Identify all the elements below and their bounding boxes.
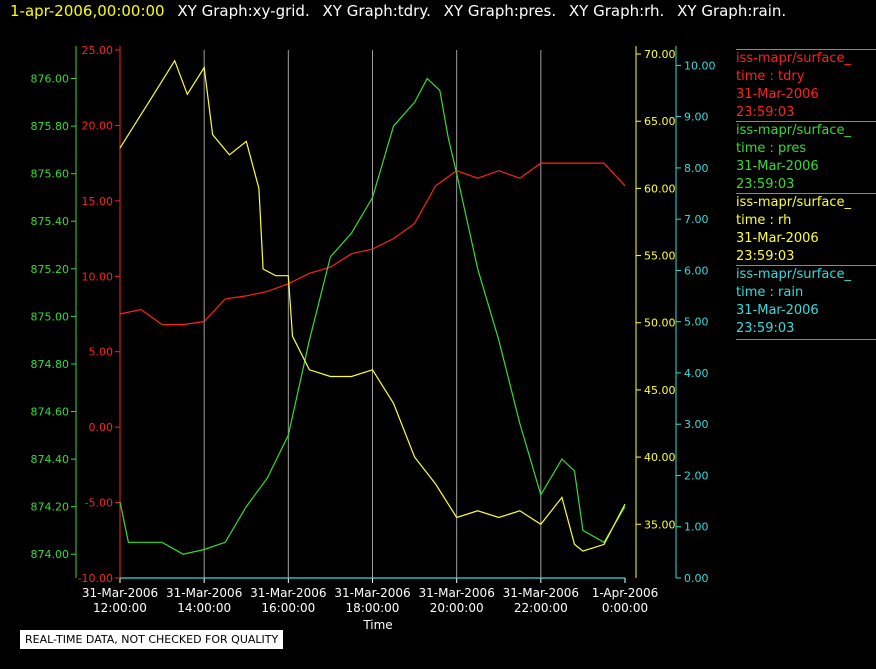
header-graph-tdry: XY Graph:tdry. (322, 2, 431, 20)
rain-tick-label: 1.00 (684, 521, 709, 534)
x-tick-label-time: 14:00:00 (177, 601, 231, 615)
rh-tick-label: 55.00 (644, 250, 676, 263)
pres-tick-label: 874.20 (31, 501, 70, 514)
legend-variable: time : pres (736, 141, 807, 156)
legend-separator (736, 49, 876, 50)
legend-pres: iss-mapr/surface_ time : pres 31-Mar-200… (736, 121, 876, 194)
tdry-tick-label: 15.00 (82, 195, 114, 208)
rain-tick-label: 7.00 (684, 213, 709, 226)
rain-tick-label: 3.00 (684, 418, 709, 431)
legend-date: 31-Mar-2006 (736, 303, 819, 318)
x-tick-label-time: 22:00:00 (514, 601, 568, 615)
legend-separator (736, 193, 876, 194)
legend-series-name: iss-mapr/surface_ (736, 195, 852, 210)
header-graph-xy-grid: XY Graph:xy-grid. (177, 2, 310, 20)
pres-series-line (119, 77, 626, 555)
legend-time: 23:59:03 (736, 321, 795, 336)
x-tick-label-time: 0:00:00 (602, 601, 648, 615)
rain-tick-label: 5.00 (684, 316, 709, 329)
rain-tick-label: 9.00 (684, 111, 709, 124)
x-tick-label-time: 16:00:00 (261, 601, 315, 615)
pres-tick-label: 874.60 (31, 406, 70, 419)
rain-tick-label: 10.00 (684, 59, 716, 72)
chart-header: 1-apr-2006,00:00:00 XY Graph:xy-grid. XY… (10, 2, 786, 20)
pres-tick-label: 874.00 (31, 548, 70, 561)
pres-tick-label: 875.00 (31, 310, 70, 323)
legend-variable: time : tdry (736, 69, 805, 84)
pres-tick-label: 875.40 (31, 215, 70, 228)
header-graph-rain: XY Graph:rain. (677, 2, 787, 20)
legend-rh: iss-mapr/surface_ time : rh 31-Mar-2006 … (736, 193, 876, 266)
legend-time: 23:59:03 (736, 105, 795, 120)
header-graph-pres: XY Graph:pres. (443, 2, 557, 20)
rain-tick-label: 4.00 (684, 367, 709, 380)
tdry-tick-label: -10.00 (78, 572, 113, 585)
x-tick-label-date: 1-Apr-2006 (592, 586, 659, 600)
x-tick-label-date: 31-Mar-2006 (166, 586, 242, 600)
rh-tick-label: 35.00 (644, 518, 676, 531)
rain-tick-label: 0.00 (684, 572, 709, 585)
rain-tick-label: 2.00 (684, 469, 709, 482)
pres-tick-label: 876.00 (31, 73, 70, 86)
tdry-tick-label: 0.00 (89, 421, 114, 434)
x-tick-label-time: 18:00:00 (346, 601, 400, 615)
pres-tick-label: 874.80 (31, 358, 70, 371)
header-graph-rh: XY Graph:rh. (568, 2, 665, 20)
rh-tick-label: 45.00 (644, 384, 676, 397)
legend-tdry: iss-mapr/surface_ time : tdry 31-Mar-200… (736, 49, 876, 122)
legend-series-name: iss-mapr/surface_ (736, 51, 852, 66)
rh-tick-label: 50.00 (644, 317, 676, 330)
rh-tick-label: 40.00 (644, 451, 676, 464)
quality-note: REAL-TIME DATA, NOT CHECKED FOR QUALITY (20, 630, 284, 649)
legend-rain: iss-mapr/surface_ time : rain 31-Mar-200… (736, 265, 876, 340)
x-axis-label: Time (362, 618, 392, 632)
legend-series-name: iss-mapr/surface_ (736, 123, 852, 138)
legend-separator (736, 265, 876, 266)
rh-tick-label: 65.00 (644, 115, 676, 128)
x-tick-label-date: 31-Mar-2006 (503, 586, 579, 600)
rh-tick-label: 60.00 (644, 182, 676, 195)
legend-date: 31-Mar-2006 (736, 87, 819, 102)
legend-time: 23:59:03 (736, 177, 795, 192)
rh-series-line (119, 59, 626, 552)
tdry-series-line (119, 162, 626, 326)
rain-tick-label: 6.00 (684, 264, 709, 277)
pres-tick-label: 875.80 (31, 120, 70, 133)
tdry-tick-label: 10.00 (82, 270, 114, 283)
x-tick-label-time: 12:00:00 (93, 601, 147, 615)
pres-tick-label: 875.20 (31, 263, 70, 276)
legend-separator (736, 121, 876, 122)
tdry-tick-label: -5.00 (85, 497, 113, 510)
x-tick-label-time: 20:00:00 (430, 601, 484, 615)
x-tick-label-date: 31-Mar-2006 (418, 586, 494, 600)
x-tick-label-date: 31-Mar-2006 (334, 586, 410, 600)
header-timestamp: 1-apr-2006,00:00:00 (10, 2, 165, 20)
rh-tick-label: 70.00 (644, 48, 676, 61)
tdry-tick-label: 20.00 (82, 119, 114, 132)
tdry-tick-label: 5.00 (89, 346, 114, 359)
legend-date: 31-Mar-2006 (736, 159, 819, 174)
legend-time: 23:59:03 (736, 249, 795, 264)
legend-separator (736, 339, 876, 340)
x-tick-label-date: 31-Mar-2006 (82, 586, 158, 600)
legend-date: 31-Mar-2006 (736, 231, 819, 246)
x-tick-label-date: 31-Mar-2006 (250, 586, 326, 600)
pres-tick-label: 875.60 (31, 168, 70, 181)
legend-series-name: iss-mapr/surface_ (736, 267, 852, 282)
tdry-tick-label: 25.00 (82, 44, 114, 57)
legend-variable: time : rh (736, 213, 792, 228)
legend-variable: time : rain (736, 285, 804, 300)
pres-tick-label: 874.40 (31, 453, 70, 466)
rain-tick-label: 8.00 (684, 162, 709, 175)
